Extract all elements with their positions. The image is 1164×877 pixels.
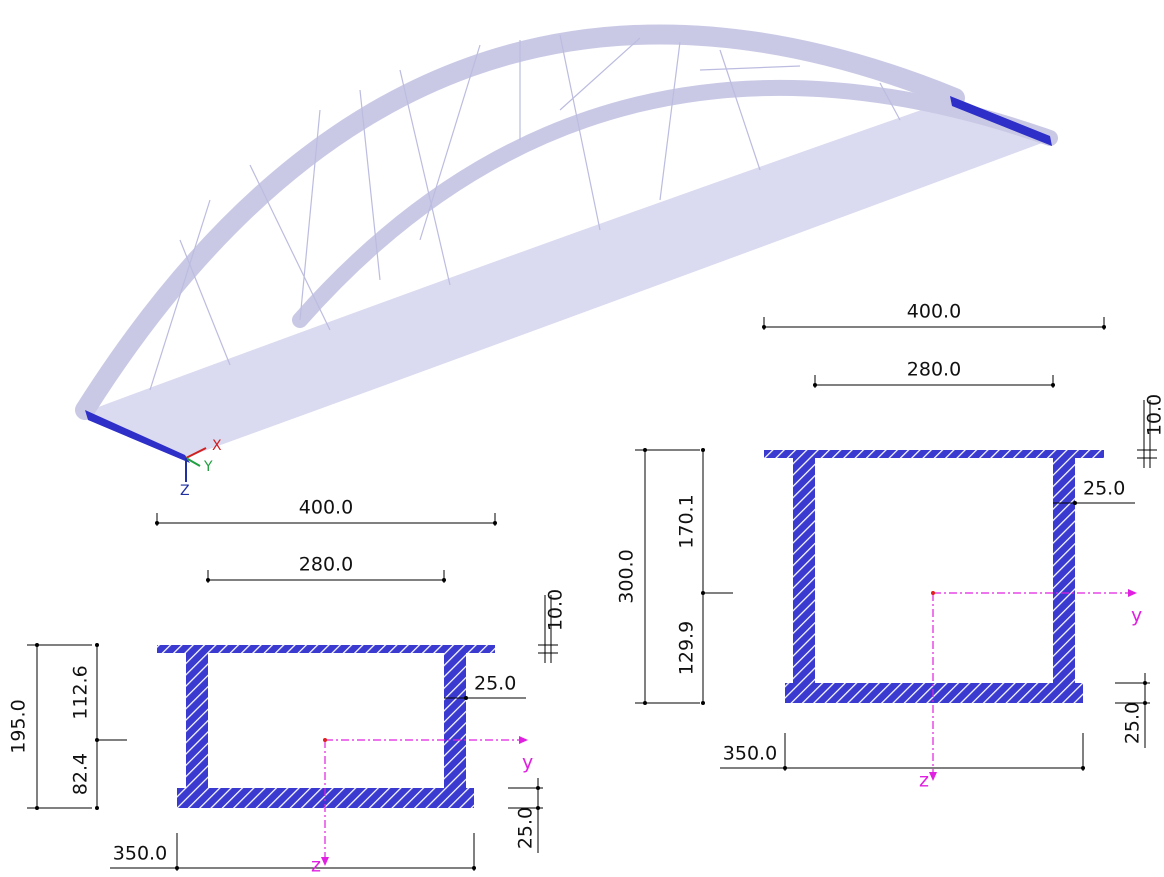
dimension-label: 25.0 (1122, 702, 1144, 744)
dot (701, 591, 705, 595)
dimension-label: 400.0 (299, 497, 353, 519)
dot (323, 738, 327, 742)
dot (35, 806, 39, 810)
dot (1081, 766, 1085, 770)
dot (643, 448, 647, 452)
dimension-label: 25.0 (474, 673, 516, 695)
dimension-label: 350.0 (723, 743, 777, 765)
dot (472, 866, 476, 870)
axis-label: X (212, 438, 222, 454)
dimension-label: 280.0 (299, 554, 353, 576)
dimension-label: 400.0 (907, 301, 961, 323)
dimension-label: 350.0 (113, 843, 167, 865)
dot (536, 786, 540, 790)
dot (464, 696, 468, 700)
dot (35, 643, 39, 647)
dot (1073, 501, 1077, 505)
dot (783, 766, 787, 770)
top-flange (157, 645, 495, 653)
dot (95, 806, 99, 810)
dimension-label: 25.0 (515, 807, 537, 849)
dimension-label: 300.0 (616, 549, 638, 603)
dimension-label: 170.1 (676, 494, 698, 548)
dot (155, 521, 159, 525)
dot (442, 578, 446, 582)
dot (95, 738, 99, 742)
dot (175, 866, 179, 870)
dimension-label: 129.9 (676, 621, 698, 675)
axis-label: y (1131, 605, 1142, 627)
dimension-label: 112.6 (70, 665, 92, 719)
dot (536, 806, 540, 810)
dimension-label: 10.0 (545, 589, 567, 631)
arrow (929, 772, 937, 781)
top-flange (764, 450, 1104, 458)
dimension-label: 195.0 (8, 699, 30, 753)
web (444, 653, 466, 788)
web (1053, 458, 1075, 683)
dot (931, 591, 935, 595)
dot (701, 701, 705, 705)
axis-label: z (311, 855, 321, 874)
dot (95, 643, 99, 647)
web (793, 458, 815, 683)
axis-label: Z (180, 483, 190, 499)
axis-label: Y (203, 459, 213, 475)
arrow (1128, 589, 1137, 597)
dot (1143, 701, 1147, 705)
bridge-model: X Y Z (85, 34, 1052, 499)
dot (1051, 383, 1055, 387)
dot (762, 325, 766, 329)
axis-label: y (522, 752, 533, 774)
dot (1102, 325, 1106, 329)
dot (206, 578, 210, 582)
dot (813, 383, 817, 387)
dot (643, 701, 647, 705)
arrow (519, 736, 528, 744)
dot (1143, 681, 1147, 685)
dimension-label: 10.0 (1144, 394, 1164, 436)
bottom-flange (785, 683, 1083, 703)
axis-label: z (919, 770, 929, 792)
arrow (321, 857, 329, 866)
dot (493, 521, 497, 525)
web (186, 653, 208, 788)
dimension-label: 25.0 (1083, 478, 1125, 500)
dot (701, 448, 705, 452)
dimension-label: 82.4 (70, 753, 92, 795)
dimension-label: 280.0 (907, 359, 961, 381)
